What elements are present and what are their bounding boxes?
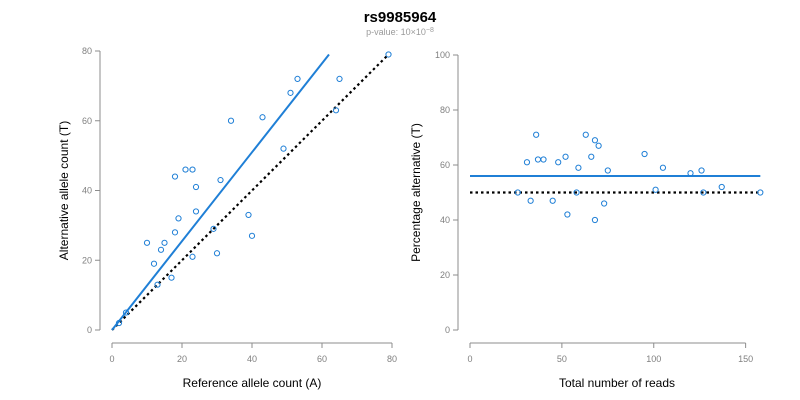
data-point xyxy=(718,183,725,191)
data-point xyxy=(143,239,151,246)
data-point xyxy=(564,211,571,218)
y-axis-title: Alternative allele count (T) xyxy=(57,121,71,260)
data-point xyxy=(168,274,175,281)
data-point xyxy=(591,216,599,224)
data-point xyxy=(527,197,534,204)
data-point xyxy=(210,225,217,232)
subtitle-exponent: −8 xyxy=(426,27,434,34)
data-point xyxy=(555,159,562,166)
data-point xyxy=(192,208,200,215)
y-tick-label: 20 xyxy=(82,255,92,265)
y-tick-label: 20 xyxy=(440,270,450,280)
data-point xyxy=(213,250,221,257)
x-axis-title: Reference allele count (A) xyxy=(183,376,322,390)
data-point xyxy=(161,239,168,246)
data-point xyxy=(591,137,599,144)
data-point xyxy=(641,150,648,158)
data-point xyxy=(659,164,667,171)
data-point xyxy=(652,186,659,193)
y-tick-label: 80 xyxy=(440,105,450,115)
x-tick-label: 0 xyxy=(467,354,472,364)
data-point xyxy=(171,173,179,180)
y-tick-label: 0 xyxy=(445,325,450,335)
data-point xyxy=(189,166,196,173)
x-tick-label: 40 xyxy=(247,354,257,364)
data-point xyxy=(595,142,602,149)
data-point xyxy=(280,145,287,152)
fit-line xyxy=(111,53,330,331)
reference-line xyxy=(111,53,390,331)
data-point xyxy=(248,232,256,239)
data-point xyxy=(157,246,165,253)
data-point xyxy=(259,114,266,121)
data-point xyxy=(757,189,764,196)
y-tick-label: 40 xyxy=(440,215,450,225)
percentage-panel: 0 50 100 150 0 20 40 60 80 100 Total number of rea… xyxy=(409,50,764,390)
subtitle-base: 10 xyxy=(416,27,426,37)
y-tick-label: 40 xyxy=(82,186,92,196)
data-point xyxy=(332,107,340,114)
allele-count-panel: 0 20 40 60 80 0 20 40 60 80 Reference allele count… xyxy=(57,46,397,390)
data-point xyxy=(604,167,611,174)
data-point xyxy=(336,75,343,83)
data-point xyxy=(171,229,179,236)
chart-subtitle: p-value: 10×10−8 xyxy=(366,27,434,38)
data-point xyxy=(523,159,531,166)
x-tick-label: 150 xyxy=(738,354,753,364)
x-axis-title: Total number of reads xyxy=(559,376,675,390)
data-point xyxy=(533,131,540,138)
data-point xyxy=(189,253,196,260)
y-tick-label: 80 xyxy=(82,46,92,56)
data-point xyxy=(601,200,608,207)
data-point xyxy=(182,166,189,173)
y-tick-label: 60 xyxy=(82,116,92,126)
data-point xyxy=(245,211,252,219)
x-tick-label: 80 xyxy=(387,354,397,364)
data-point xyxy=(227,117,235,124)
data-point xyxy=(150,260,158,267)
data-point xyxy=(582,131,589,138)
y-tick-label: 60 xyxy=(440,160,450,170)
data-point xyxy=(514,189,521,196)
y-axis-title: Percentage alternative (T) xyxy=(409,123,423,262)
data-point xyxy=(122,309,130,316)
x-tick-label: 100 xyxy=(646,354,661,364)
data-point xyxy=(115,319,123,327)
data-point xyxy=(588,153,595,160)
y-tick-label: 100 xyxy=(435,50,450,60)
subtitle-prefix: p-value: 10 xyxy=(366,27,411,37)
subtitle-times: × xyxy=(411,27,416,37)
y-tick-label: 0 xyxy=(87,325,92,335)
data-point xyxy=(687,170,694,177)
data-point xyxy=(294,75,301,83)
data-point xyxy=(573,189,580,196)
data-point xyxy=(385,51,392,58)
data-point xyxy=(154,281,161,288)
data-point xyxy=(534,156,542,163)
x-tick-label: 50 xyxy=(557,354,567,364)
data-point xyxy=(217,176,224,184)
data-point xyxy=(575,164,582,171)
x-tick-label: 60 xyxy=(317,354,327,364)
data-point xyxy=(287,89,294,96)
data-point xyxy=(192,183,200,191)
data-point xyxy=(175,215,182,222)
x-tick-label: 20 xyxy=(177,354,187,364)
data-point xyxy=(700,189,707,196)
data-point xyxy=(540,156,547,163)
data-point xyxy=(562,153,569,160)
chart-title: rs9985964 xyxy=(364,9,437,26)
data-point xyxy=(698,167,705,174)
x-tick-label: 0 xyxy=(109,354,114,364)
data-point xyxy=(549,197,556,204)
